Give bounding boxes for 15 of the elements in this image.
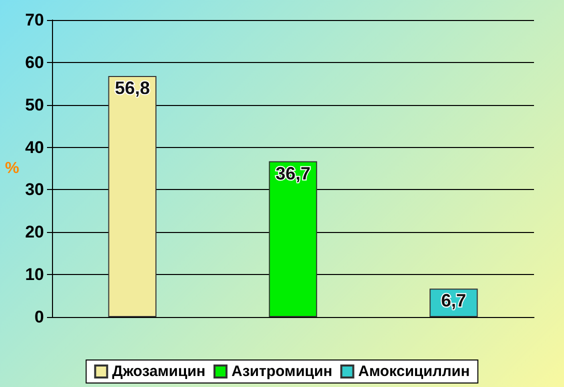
y-tick-label: 20 (25, 222, 44, 242)
legend-label: Амоксициллин (358, 363, 470, 380)
legend-label: Азитромицин (231, 363, 332, 380)
y-tick-label: 40 (25, 138, 44, 157)
data-label: 6,7 (441, 290, 466, 311)
data-label: 56,8 (114, 78, 150, 98)
y-tick-label: 70 (25, 10, 44, 30)
y-axis-title: % (4, 160, 20, 177)
data-label: 36,7 (275, 163, 311, 184)
y-tick-label: 60 (25, 52, 44, 72)
y-tick-label: 0 (34, 308, 44, 326)
legend-label: Джозамицин (112, 363, 206, 380)
y-tick-label: 50 (25, 95, 44, 114)
y-tick-label: 10 (25, 265, 44, 284)
y-tick-label: 30 (25, 180, 44, 200)
